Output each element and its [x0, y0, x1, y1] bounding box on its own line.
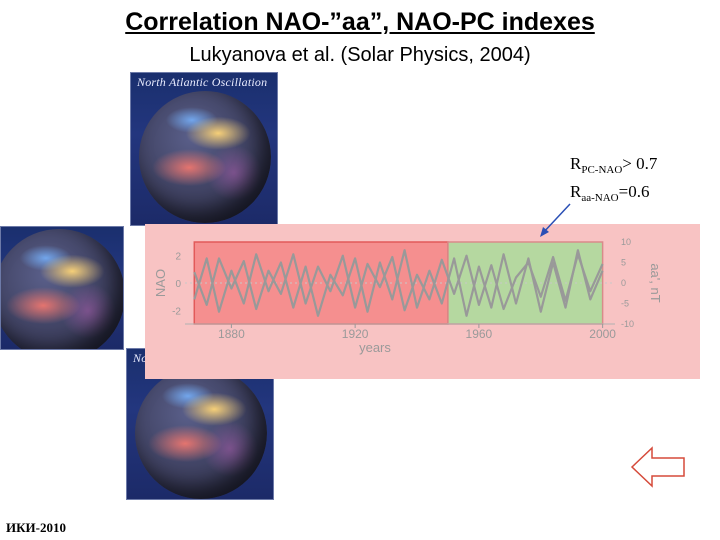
map-caption: North Atlantic Oscillation: [137, 75, 268, 89]
correlation-pc-nao: RPC-NAO> 0.7: [570, 154, 657, 176]
x-tick-label: 1880: [218, 327, 245, 341]
x-tick-label: 2000: [589, 327, 616, 341]
y-left-tick-label: 0: [175, 279, 181, 290]
r-value: =0.6: [618, 182, 650, 201]
y-right-tick-label: 10: [621, 237, 631, 247]
footer-label: ИКИ-2010: [6, 520, 66, 535]
page-title: Correlation NAO-”aa”, NAO-PC indexes: [125, 8, 595, 36]
y-left-tick-label: 2: [175, 252, 181, 263]
y-left-axis-label: NAO: [153, 269, 168, 297]
r-value: > 0.7: [622, 154, 658, 173]
y-right-axis-label: aa', nT: [648, 263, 663, 302]
nao-map-top: North Atlantic Oscillation: [130, 72, 278, 226]
r-symbol: R: [570, 182, 582, 201]
series-line-2: [193, 249, 604, 317]
y-left-tick-label: -2: [172, 306, 181, 317]
page-subtitle: Lukyanova et al. (Solar Physics, 2004): [189, 44, 531, 66]
y-right-tick-label: 0: [621, 278, 626, 288]
x-tick-label: 1920: [342, 327, 369, 341]
r-subscript: PC-NAO: [581, 164, 623, 176]
series-line-1: [193, 253, 604, 312]
nao-aa-chart: 1880 1920 1960 2000 2 0 -2 10 5 0 -5 -10 years NAO aa'…: [153, 237, 663, 355]
correlation-aa-nao: Raa-NAO=0.6: [570, 182, 649, 204]
y-right-tick-label: -5: [621, 299, 629, 309]
y-right-tick-label: -10: [621, 319, 634, 329]
y-right-tick-label: 5: [621, 258, 626, 268]
x-axis-label: years: [359, 340, 391, 355]
r-subscript: aa-NAO: [581, 192, 619, 204]
globe-image: [135, 367, 267, 499]
pointer-arrow-icon: [540, 203, 571, 237]
back-arrow-icon[interactable]: [630, 446, 686, 488]
globe-image: [1, 229, 123, 349]
x-tick-label: 1960: [466, 327, 493, 341]
nao-map-left: [0, 226, 124, 350]
r-symbol: R: [570, 154, 582, 173]
globe-image: [139, 91, 271, 223]
